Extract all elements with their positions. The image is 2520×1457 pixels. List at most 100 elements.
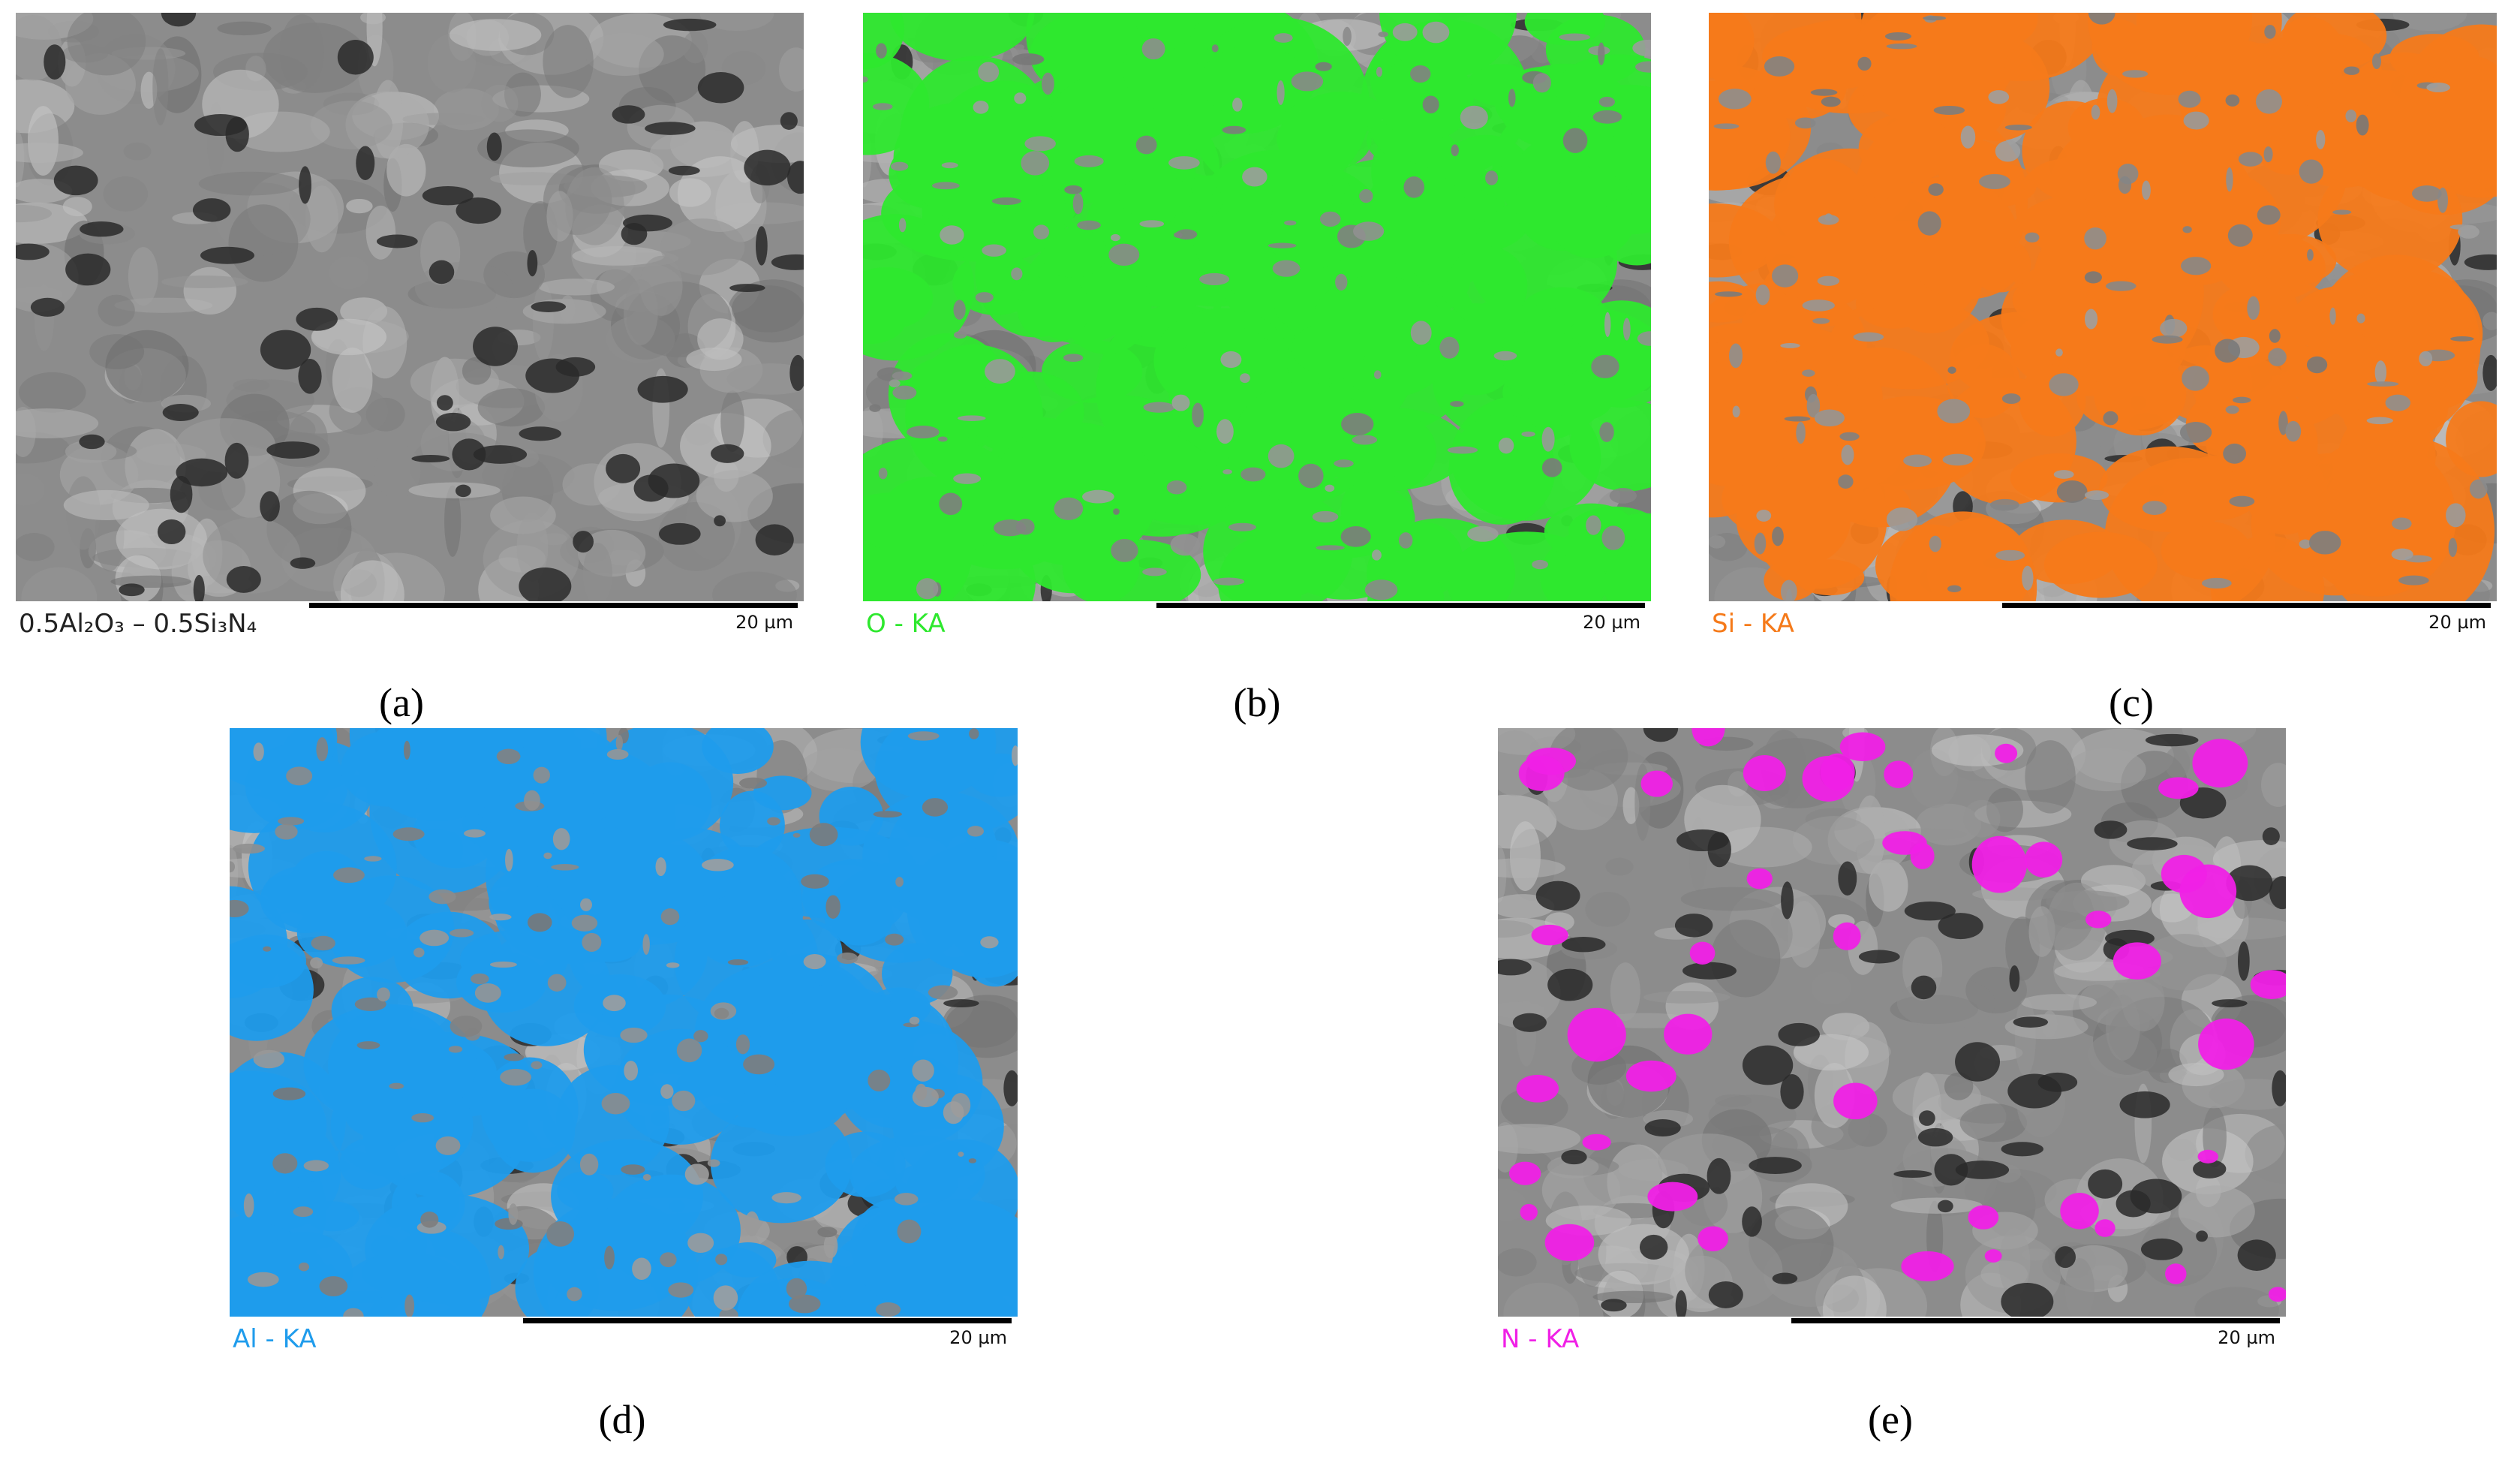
grain xyxy=(183,266,237,315)
grain xyxy=(389,1082,404,1090)
grain xyxy=(316,737,329,762)
grain xyxy=(1710,920,1781,998)
grain xyxy=(2091,104,2101,120)
element-map xyxy=(245,743,348,829)
element-map xyxy=(1567,1007,1626,1062)
grain xyxy=(1769,1127,1810,1183)
caption: (c) xyxy=(2109,680,2154,725)
grain xyxy=(642,934,650,955)
grain xyxy=(642,1173,651,1181)
grain xyxy=(16,242,79,312)
pore xyxy=(2088,1169,2123,1199)
grain xyxy=(2307,248,2314,261)
grain xyxy=(1216,419,1234,444)
grain xyxy=(332,348,373,413)
grain xyxy=(1503,1282,1580,1317)
grain xyxy=(2385,394,2411,411)
grain xyxy=(599,149,664,182)
grain xyxy=(939,492,963,516)
grain xyxy=(1857,1158,1903,1215)
label-row: O - KA 20 µm xyxy=(863,601,1651,643)
grain xyxy=(1171,394,1190,411)
grain xyxy=(744,1211,759,1237)
grain xyxy=(2374,360,2387,384)
grain xyxy=(287,412,328,468)
pore xyxy=(1708,1281,1743,1308)
pore xyxy=(2094,820,2128,839)
grain xyxy=(1547,1155,1599,1179)
grain xyxy=(1532,73,1551,93)
grain xyxy=(668,1282,694,1298)
grain xyxy=(2042,1010,2058,1038)
grain xyxy=(1359,189,1373,203)
grain xyxy=(310,101,392,149)
grain xyxy=(660,908,680,926)
pore xyxy=(193,574,205,601)
pore xyxy=(2001,1282,2054,1317)
grain xyxy=(2160,318,2188,339)
grain xyxy=(603,995,626,1012)
grain xyxy=(2209,1079,2286,1110)
grain xyxy=(464,829,486,838)
element-map xyxy=(1017,275,1090,342)
scale-text: 20 µm xyxy=(2428,612,2486,633)
element-map xyxy=(2113,942,2161,980)
element-map xyxy=(2268,1287,2286,1302)
grain xyxy=(2020,994,2097,1011)
grain xyxy=(1794,117,1816,129)
pore xyxy=(1674,914,1713,938)
grain xyxy=(898,218,907,233)
element-map xyxy=(1689,941,1716,965)
grain xyxy=(1392,23,1418,41)
grain xyxy=(293,1206,314,1218)
grain xyxy=(1398,532,1413,549)
grain xyxy=(985,359,1015,384)
grain xyxy=(2088,13,2116,25)
grain xyxy=(247,1272,279,1287)
grain xyxy=(1541,426,1555,452)
grain xyxy=(2316,129,2326,149)
grain xyxy=(449,929,474,938)
grain xyxy=(1498,437,1514,454)
grain xyxy=(895,877,904,887)
pore xyxy=(337,40,374,75)
grain xyxy=(27,106,59,176)
pore xyxy=(65,253,111,286)
element-map xyxy=(1448,414,1556,525)
grain xyxy=(2047,882,2107,961)
grain xyxy=(2308,531,2341,555)
grain xyxy=(272,1153,298,1174)
grain xyxy=(1072,193,1084,215)
grain xyxy=(2257,205,2281,225)
grain xyxy=(2106,281,2137,291)
element-map xyxy=(710,1103,853,1224)
grain xyxy=(714,1007,729,1019)
grain xyxy=(1886,507,1918,531)
grain xyxy=(1108,243,1140,266)
grain xyxy=(2332,209,2352,215)
grain xyxy=(105,330,189,402)
pore xyxy=(16,243,50,260)
grain xyxy=(1810,89,1838,96)
grain xyxy=(1838,474,1854,489)
grain xyxy=(975,292,994,303)
grain xyxy=(1765,151,1781,174)
pore xyxy=(452,438,486,471)
grain xyxy=(1592,110,1622,124)
pore xyxy=(473,327,518,366)
element-map xyxy=(615,1028,746,1145)
grain xyxy=(1605,857,1634,876)
grain xyxy=(1232,98,1243,112)
sem-image xyxy=(1498,728,2286,1317)
pore xyxy=(30,297,65,317)
element-map xyxy=(1795,559,1865,596)
scale-bar xyxy=(1156,603,1645,608)
panel: Si - KA 20 µm xyxy=(1709,13,2497,643)
grain xyxy=(516,512,549,582)
grain xyxy=(2372,53,2382,70)
grain xyxy=(1439,336,1460,359)
grain xyxy=(620,1027,648,1043)
grain xyxy=(801,874,829,889)
grain xyxy=(1771,264,1799,287)
grain xyxy=(789,1294,821,1314)
